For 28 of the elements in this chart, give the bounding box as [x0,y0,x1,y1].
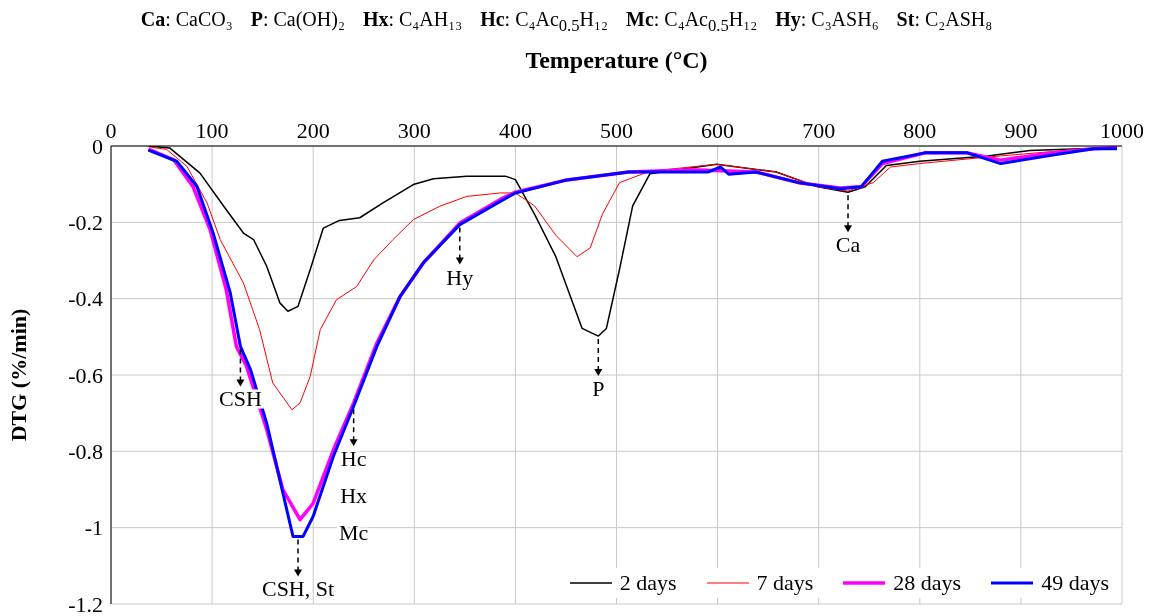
x-axis-title: Temperature (°C) [525,47,708,74]
chart-title: Ca: CaCO₃ P: Ca(OH)₂ Hx: C₄AH₁₃ Hc: C₄Ac$_{0.5}$H₁₂ Mc: C₄Ac$_{0.5}$H₁₂ Hy: C₃ASH₆ St: C₂ASH₈ [140,8,993,35]
x-tick-label: 600 [701,118,735,143]
x-tick-label: 900 [1004,118,1038,143]
y-tick-label: -0.8 [68,439,103,465]
x-tick-label: 1000 [1100,118,1144,143]
annotation: CSH, St [261,576,335,602]
x-tick-label: 300 [397,118,431,143]
annotation: P [592,376,605,402]
legend-label: 28 days [893,570,962,596]
y-tick-label: -0.4 [68,286,103,312]
x-tick-label: 100 [195,118,229,143]
legend-label: 49 days [1041,570,1109,596]
y-tick-label: -1 [84,515,103,541]
y-tick-label: -1.2 [68,591,103,616]
x-tick-label: 700 [802,118,836,143]
x-tick-label: 200 [296,118,330,143]
y-tick-label: -0.6 [68,362,103,388]
annotation: Ca [835,232,861,258]
y-tick-label: -0.2 [68,210,103,236]
legend-label: 2 days [619,570,677,596]
y-axis-title: DTG (%/min) [5,308,31,442]
legend-label: 7 days [756,570,814,596]
x-tick-label: 400 [498,118,532,143]
annotation: Hy [446,264,474,290]
x-tick-label: 500 [600,118,633,143]
x-tick-label: 800 [903,118,937,143]
annotation: Hc Hx Mc [338,446,369,546]
